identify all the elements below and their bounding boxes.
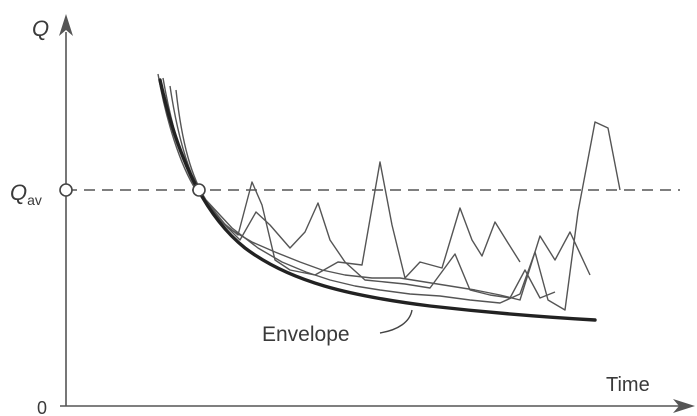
thin-curves [157, 73, 621, 311]
thin-curve-4 [175, 89, 621, 311]
qav-label: Qav [10, 180, 42, 208]
y-axis-label: Q [32, 16, 49, 41]
envelope-curve [158, 78, 597, 322]
qav-label-main: Q [10, 180, 27, 205]
qav-axis-marker [59, 183, 73, 197]
envelope-leader-line [379, 309, 413, 334]
y-axis-arrow [59, 14, 73, 36]
envelope-intersection-marker [192, 183, 206, 197]
time-label: Time [606, 374, 650, 396]
x-axis-arrow [673, 399, 695, 413]
qav-label-subscript: av [27, 192, 42, 208]
thin-curve-1 [157, 73, 521, 279]
thin-curve-3 [169, 85, 591, 301]
origin-label: 0 [37, 398, 47, 416]
envelope-label: Envelope [262, 323, 350, 346]
